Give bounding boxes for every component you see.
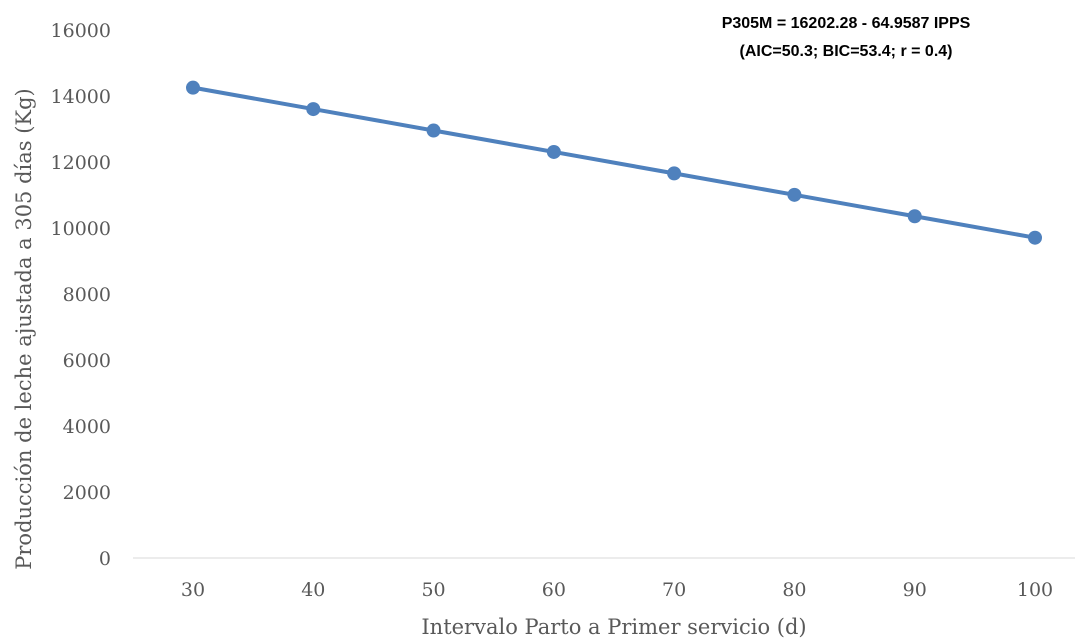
x-tick-label: 70 bbox=[662, 579, 686, 601]
y-tick-label: 2000 bbox=[63, 482, 111, 504]
data-point bbox=[907, 209, 922, 224]
data-point bbox=[787, 187, 802, 202]
y-tick-label: 16000 bbox=[51, 20, 111, 42]
y-tick-label: 0 bbox=[99, 548, 111, 570]
y-tick-label: 10000 bbox=[51, 218, 111, 240]
regression-stats: (AIC=50.3; BIC=53.4; r = 0.4) bbox=[740, 43, 953, 60]
data-point bbox=[186, 80, 200, 95]
x-axis-title: Intervalo Parto a Primer servicio (d) bbox=[421, 615, 806, 639]
y-tick-label: 4000 bbox=[63, 416, 111, 438]
x-tick-label: 40 bbox=[301, 579, 325, 601]
y-axis-title: Producción de leche ajustada a 305 días … bbox=[12, 88, 36, 569]
data-point bbox=[546, 144, 561, 159]
y-axis-ticks: 0 2000 4000 6000 8000 10000 12000 14000 16000 bbox=[51, 20, 111, 570]
x-tick-label: 30 bbox=[181, 579, 205, 601]
x-tick-label: 80 bbox=[782, 579, 806, 601]
x-tick-label: 90 bbox=[903, 579, 927, 601]
y-tick-label: 14000 bbox=[51, 86, 111, 108]
y-tick-label: 12000 bbox=[51, 152, 111, 174]
y-tick-label: 6000 bbox=[63, 350, 111, 372]
x-axis-ticks: 30 40 50 60 70 80 90 100 bbox=[181, 579, 1053, 601]
data-point bbox=[306, 102, 321, 117]
series-line bbox=[191, 85, 1037, 240]
data-point bbox=[1028, 230, 1042, 245]
x-tick-label: 50 bbox=[421, 579, 445, 601]
x-tick-label: 100 bbox=[1017, 579, 1053, 601]
regression-equation: P305M = 16202.28 - 64.9587 IPPS bbox=[722, 15, 971, 32]
data-point bbox=[667, 166, 682, 181]
data-points bbox=[186, 80, 1042, 245]
data-point bbox=[426, 123, 441, 138]
y-tick-label: 8000 bbox=[63, 284, 111, 306]
x-tick-label: 60 bbox=[542, 579, 566, 601]
